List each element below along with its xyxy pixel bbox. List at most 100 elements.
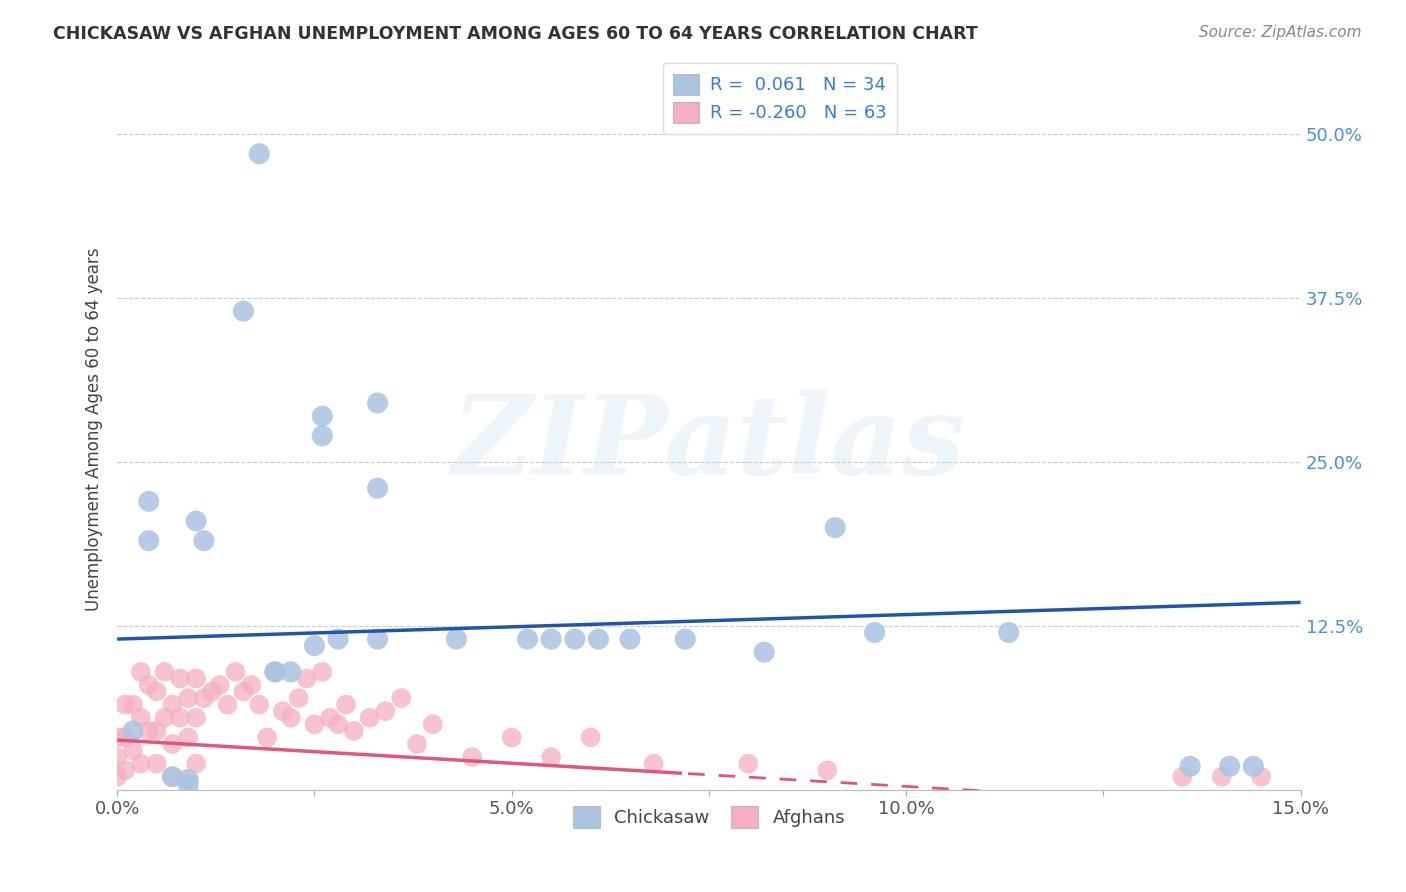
Point	[752, 645, 775, 659]
Point	[588, 632, 610, 646]
Point	[422, 717, 444, 731]
Point	[153, 665, 176, 679]
Point	[737, 756, 759, 771]
Point	[359, 711, 381, 725]
Text: CHICKASAW VS AFGHAN UNEMPLOYMENT AMONG AGES 60 TO 64 YEARS CORRELATION CHART: CHICKASAW VS AFGHAN UNEMPLOYMENT AMONG A…	[53, 25, 979, 43]
Point	[177, 778, 200, 792]
Point	[335, 698, 357, 712]
Point	[264, 665, 287, 679]
Point	[1180, 759, 1202, 773]
Point	[446, 632, 468, 646]
Point	[177, 691, 200, 706]
Point	[145, 756, 167, 771]
Point	[232, 684, 254, 698]
Point	[208, 678, 231, 692]
Point	[114, 731, 136, 745]
Point	[232, 304, 254, 318]
Point	[247, 698, 270, 712]
Point	[295, 672, 318, 686]
Point	[863, 625, 886, 640]
Point	[280, 665, 302, 679]
Point	[1250, 770, 1272, 784]
Point	[184, 672, 207, 686]
Point	[122, 698, 145, 712]
Point	[129, 756, 152, 771]
Point	[177, 731, 200, 745]
Point	[406, 737, 429, 751]
Point	[145, 684, 167, 698]
Point	[643, 756, 665, 771]
Point	[824, 520, 846, 534]
Point	[815, 763, 838, 777]
Point	[105, 770, 128, 784]
Point	[162, 770, 184, 784]
Point	[311, 665, 333, 679]
Point	[201, 684, 224, 698]
Point	[619, 632, 641, 646]
Point	[193, 691, 215, 706]
Point	[256, 731, 278, 745]
Point	[997, 625, 1019, 640]
Point	[114, 698, 136, 712]
Point	[367, 632, 389, 646]
Point	[280, 711, 302, 725]
Point	[153, 711, 176, 725]
Point	[138, 723, 160, 738]
Point	[129, 711, 152, 725]
Point	[461, 750, 484, 764]
Point	[264, 665, 287, 679]
Point	[138, 494, 160, 508]
Point	[122, 743, 145, 757]
Point	[516, 632, 538, 646]
Point	[177, 772, 200, 787]
Point	[169, 711, 191, 725]
Point	[579, 731, 602, 745]
Point	[326, 632, 349, 646]
Point	[326, 717, 349, 731]
Point	[114, 763, 136, 777]
Point	[1219, 759, 1241, 773]
Point	[304, 717, 326, 731]
Point	[169, 672, 191, 686]
Point	[264, 665, 287, 679]
Point	[184, 711, 207, 725]
Point	[367, 396, 389, 410]
Point	[162, 737, 184, 751]
Point	[225, 665, 247, 679]
Text: ZIPatlas: ZIPatlas	[451, 390, 966, 498]
Point	[1211, 770, 1233, 784]
Point	[217, 698, 239, 712]
Point	[367, 481, 389, 495]
Point	[501, 731, 523, 745]
Point	[673, 632, 696, 646]
Point	[304, 639, 326, 653]
Point	[540, 632, 562, 646]
Point	[319, 711, 342, 725]
Point	[247, 146, 270, 161]
Point	[564, 632, 586, 646]
Point	[343, 723, 366, 738]
Legend: Chickasaw, Afghans: Chickasaw, Afghans	[565, 798, 852, 835]
Point	[389, 691, 412, 706]
Point	[271, 704, 294, 718]
Point	[1171, 770, 1194, 784]
Point	[311, 409, 333, 423]
Point	[540, 750, 562, 764]
Point	[311, 429, 333, 443]
Point	[145, 723, 167, 738]
Point	[122, 723, 145, 738]
Point	[374, 704, 396, 718]
Point	[240, 678, 263, 692]
Point	[287, 691, 309, 706]
Point	[162, 698, 184, 712]
Point	[105, 750, 128, 764]
Point	[105, 731, 128, 745]
Point	[162, 770, 184, 784]
Point	[1241, 759, 1264, 773]
Point	[184, 514, 207, 528]
Point	[129, 665, 152, 679]
Point	[193, 533, 215, 548]
Y-axis label: Unemployment Among Ages 60 to 64 years: Unemployment Among Ages 60 to 64 years	[86, 247, 103, 611]
Point	[184, 756, 207, 771]
Point	[138, 533, 160, 548]
